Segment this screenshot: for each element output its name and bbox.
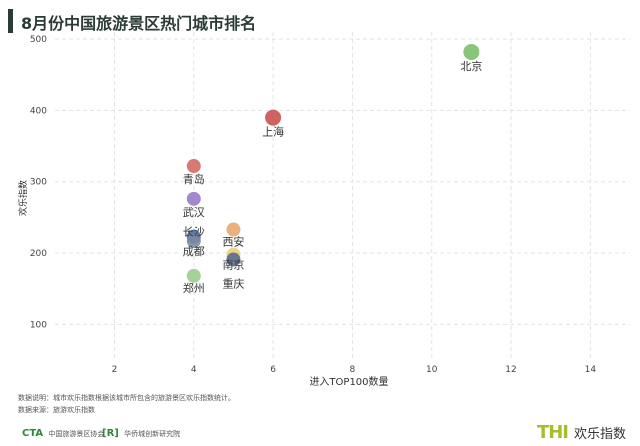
scatter-point	[186, 268, 201, 283]
footer: CTA 中国旅游景区协会 [R] 华侨城创新研究院 THI 欢乐指数	[0, 422, 640, 446]
scatter-point	[186, 159, 201, 174]
point-label: 上海	[262, 125, 284, 139]
data-note: 数据说明：城市欢乐指数根据该城市所包含的旅游景区欢乐指数统计。	[18, 394, 235, 402]
brand-name: 欢乐指数	[573, 427, 626, 442]
research-logo-mark: [R]	[102, 428, 119, 439]
x-tick-label: 14	[585, 365, 597, 375]
x-tick-label: 12	[505, 365, 516, 375]
y-tick-label: 100	[30, 320, 47, 330]
point-label: 武汉	[183, 206, 205, 219]
grid-layer	[55, 32, 630, 360]
scatter-point	[265, 109, 282, 126]
x-tick-label: 10	[426, 365, 438, 375]
x-axis-label: 进入TOP100数量	[309, 375, 388, 388]
research-org-name: 华侨城创新研究院	[124, 430, 181, 438]
brand-logo: THI 欢乐指数	[537, 422, 626, 443]
y-tick-label: 500	[30, 35, 47, 45]
point-layer	[186, 43, 480, 283]
point-label: 成都	[183, 245, 205, 258]
title-accent-bar	[8, 9, 13, 33]
cta-org-name: 中国旅游景区协会	[48, 430, 105, 438]
point-label: 郑州	[183, 281, 205, 295]
point-label: 南京	[222, 257, 244, 271]
page-title: 8月份中国旅游景区热门城市排名	[21, 14, 257, 33]
point-label: 青岛	[183, 172, 205, 186]
scatter-point	[186, 191, 201, 206]
point-label: 长沙	[183, 226, 205, 239]
point-label: 重庆	[222, 276, 244, 290]
org-cta-logo: CTA 中国旅游景区协会	[22, 428, 104, 439]
axis-layer: 100 200 300 400 500 2 4 6 8 10 12 14	[30, 35, 597, 375]
y-tick-label: 200	[30, 249, 47, 259]
data-source: 数据来源：旅游欢乐指数	[18, 406, 95, 414]
scatter-point	[186, 233, 201, 248]
x-tick-label: 6	[270, 365, 276, 375]
cta-logo-mark: CTA	[22, 428, 44, 439]
scatter-point	[463, 43, 480, 60]
y-tick-label: 400	[30, 106, 47, 116]
y-tick-label: 300	[30, 178, 47, 188]
scatter-point	[226, 252, 241, 267]
point-label: 西安	[222, 235, 244, 249]
y-axis-label: 欢乐指数	[17, 180, 29, 216]
x-tick-label: 2	[112, 365, 118, 375]
thi-logo-icon: THI	[536, 422, 569, 443]
x-tick-label: 4	[191, 365, 197, 375]
org-research-logo: [R] 华侨城创新研究院	[102, 428, 180, 439]
scatter-chart: 100 200 300 400 500 2 4 6 8 10 12 14 北京上海青岛武汉长沙成都郑州…	[17, 32, 630, 388]
scatter-point	[226, 222, 241, 237]
point-label: 北京	[460, 59, 482, 73]
x-tick-label: 8	[350, 365, 356, 375]
